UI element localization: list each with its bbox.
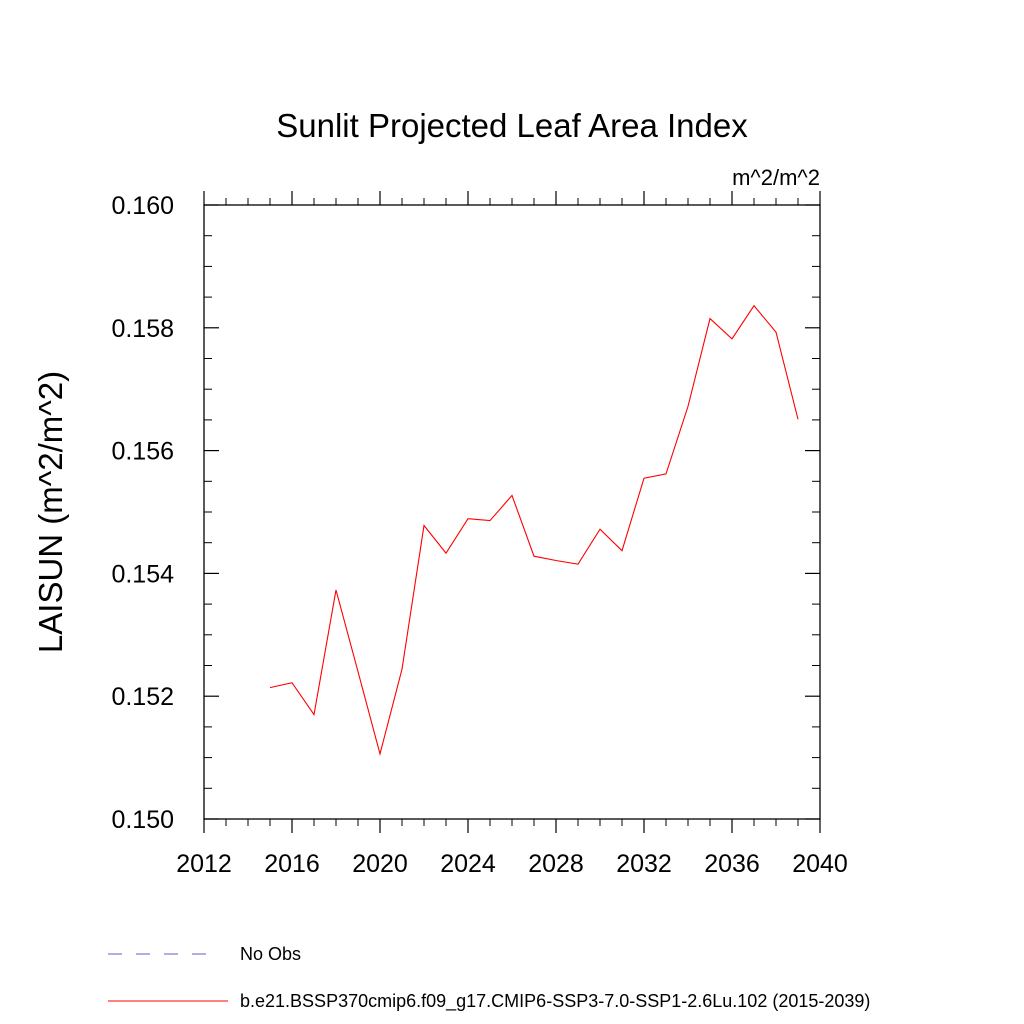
y-tick-label: 0.154 xyxy=(111,560,174,588)
legend-label-model: b.e21.BSSP370cmip6.f09_g17.CMIP6-SSP3-7.… xyxy=(240,991,870,1012)
x-tick-label: 2040 xyxy=(792,850,848,878)
y-tick-label: 0.152 xyxy=(111,683,174,711)
legend-label-no-obs: No Obs xyxy=(240,944,301,964)
x-tick-label: 2032 xyxy=(616,850,672,878)
legend: No Obs b.e21.BSSP370cmip6.f09_g17.CMIP6-… xyxy=(108,944,870,1012)
axis-ticks xyxy=(203,191,821,833)
x-tick-label: 2036 xyxy=(704,850,760,878)
x-tick-label: 2016 xyxy=(264,850,320,878)
plot-frame xyxy=(203,204,821,820)
x-tick-label: 2020 xyxy=(352,850,408,878)
series-lines xyxy=(269,304,799,757)
y-tick-label: 0.150 xyxy=(111,806,174,834)
y-tick-label: 0.158 xyxy=(111,315,174,343)
x-tick-label: 2024 xyxy=(440,850,496,878)
series-line-0 xyxy=(269,304,799,757)
chart-title: Sunlit Projected Leaf Area Index xyxy=(276,107,748,144)
y-tick-labels: 0.150 0.152 0.154 0.156 0.158 0.160 xyxy=(111,192,174,834)
x-tick-labels: 2012 2016 2020 2024 2028 2032 2036 2040 xyxy=(176,850,848,878)
x-tick-label: 2028 xyxy=(528,850,584,878)
y-tick-label: 0.160 xyxy=(111,192,174,220)
units-label: m^2/m^2 xyxy=(732,165,820,190)
y-tick-label: 0.156 xyxy=(111,438,174,466)
y-axis-label: LAISUN (m^2/m^2) xyxy=(32,371,69,653)
x-tick-label: 2012 xyxy=(176,850,232,878)
